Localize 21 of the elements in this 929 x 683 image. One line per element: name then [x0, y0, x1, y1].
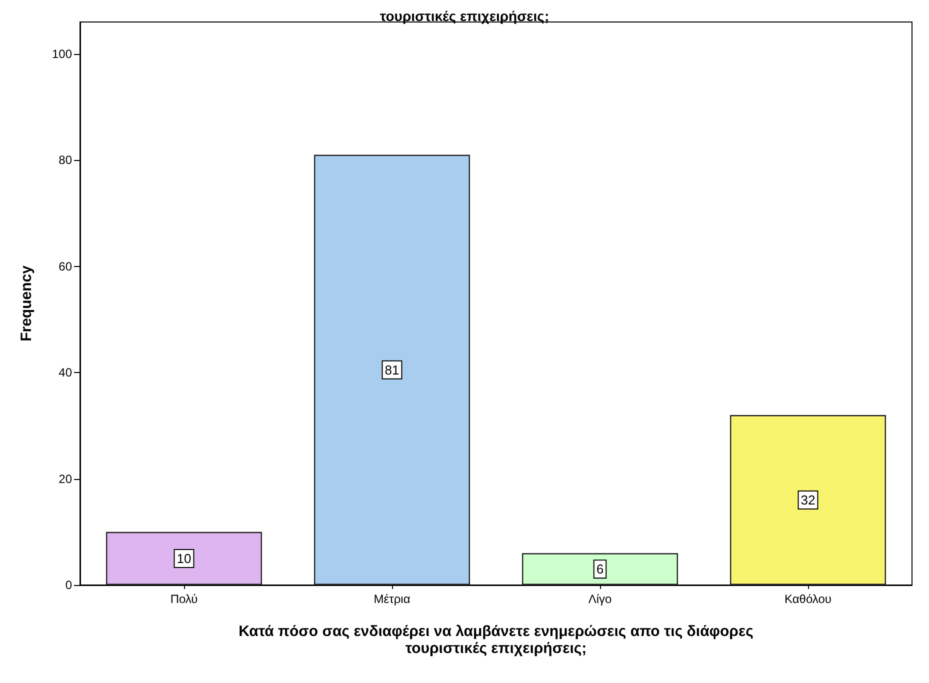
data-label: 10 [176, 550, 192, 566]
bar [730, 415, 886, 585]
bar [314, 154, 470, 585]
y-tick-label: 40 [58, 366, 72, 380]
x-axis-title: Κατά πόσο σας ενδιαφέρει να λαμβάνετε ενημερώσεις απο τις διάφορες τουριστικές επιχειρήσεις; [238, 623, 754, 657]
x-tick-label: Πολύ [170, 592, 198, 606]
bar [522, 553, 678, 585]
data-label: 32 [800, 492, 816, 508]
y-tick-label: 20 [58, 472, 72, 486]
y-axis-title: Frequency [18, 264, 35, 342]
data-label: 81 [384, 362, 400, 378]
y-tick-label: 60 [58, 259, 72, 274]
x-tick-label: Μέτρια [374, 592, 410, 606]
y-tick-label: 80 [58, 153, 72, 168]
y-tick-label: 100 [52, 46, 72, 61]
x-tick-label: Λίγο [588, 592, 612, 606]
chart-title: τουριστικές επιχειρήσεις; [380, 8, 550, 24]
x-tick-label: Καθόλου [784, 592, 832, 606]
y-tick-label: 0 [65, 578, 72, 592]
data-label: 6 [596, 562, 604, 577]
bar [106, 532, 262, 585]
